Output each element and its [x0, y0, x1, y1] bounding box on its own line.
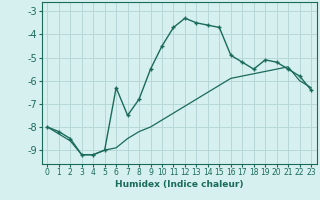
X-axis label: Humidex (Indice chaleur): Humidex (Indice chaleur) — [115, 180, 244, 189]
